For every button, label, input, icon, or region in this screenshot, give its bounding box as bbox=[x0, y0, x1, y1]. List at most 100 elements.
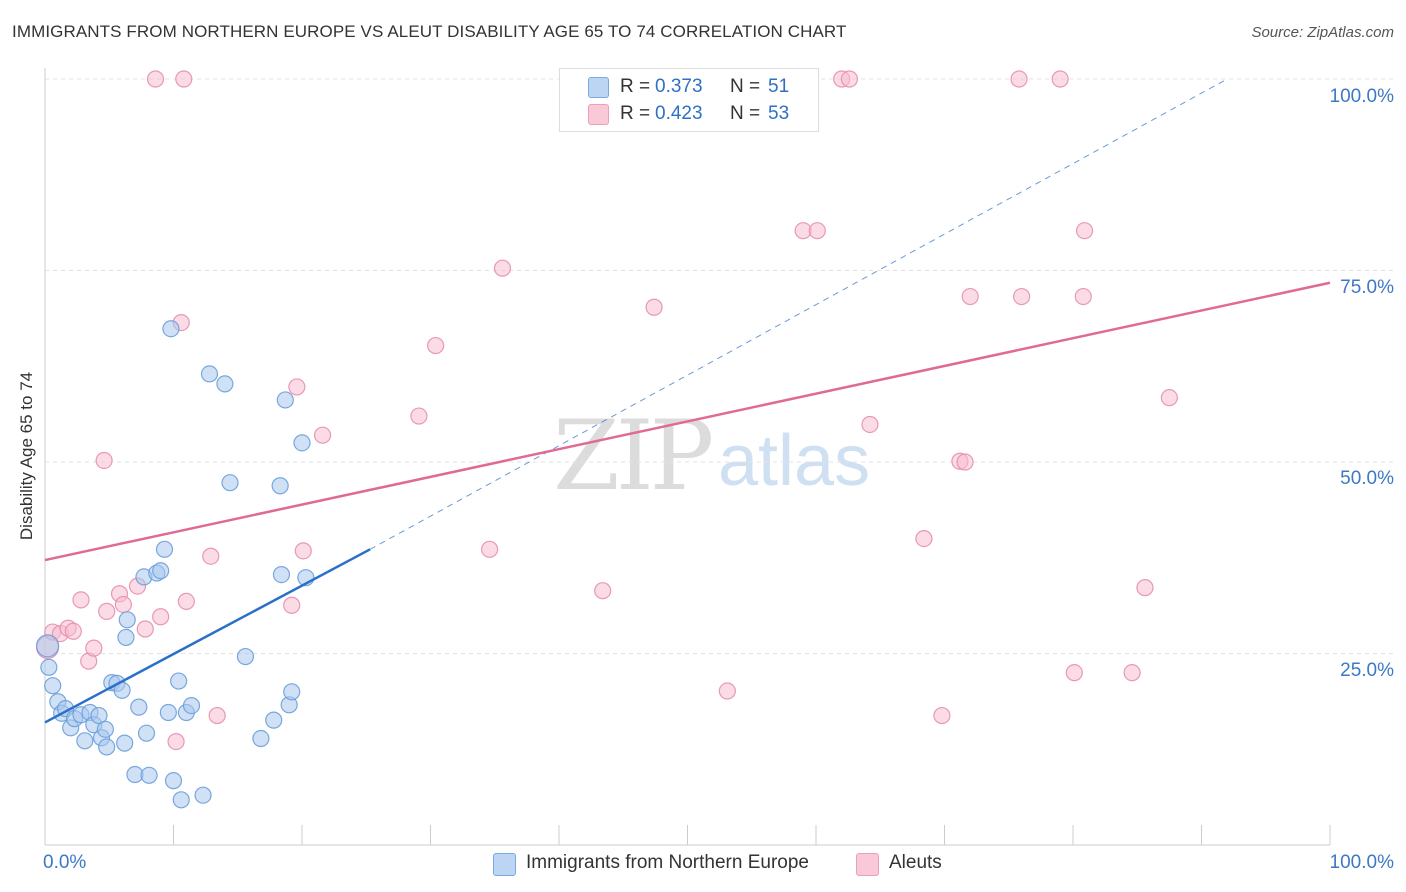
x-tick-min: 0.0% bbox=[43, 852, 87, 873]
immigrants-trend-extension bbox=[369, 78, 1228, 550]
immigrants-point bbox=[35, 634, 60, 658]
aleuts-point bbox=[808, 222, 826, 240]
trend-lines bbox=[44, 78, 1331, 724]
immigrants-trend-line bbox=[44, 548, 371, 724]
correlation-legend: R = 0.373 N = 51 R = 0.423 N = 53 bbox=[559, 68, 819, 132]
y-tick-25: 25.0% bbox=[1340, 660, 1394, 681]
aleuts-point bbox=[313, 426, 332, 444]
immigrants-point bbox=[96, 720, 114, 738]
immigrants-point bbox=[194, 786, 212, 804]
aleuts-point bbox=[288, 378, 306, 396]
aleuts-point bbox=[840, 70, 859, 88]
immigrants-point bbox=[271, 477, 289, 495]
immigrants-point bbox=[76, 732, 94, 750]
legend-n-value: 53 bbox=[768, 103, 790, 124]
aleuts-point bbox=[427, 336, 445, 355]
legend-swatch-pink bbox=[588, 104, 609, 125]
aleuts-point bbox=[1012, 287, 1031, 306]
immigrants-point bbox=[272, 566, 291, 584]
aleuts-point bbox=[283, 596, 301, 614]
watermark-atlas: atlas bbox=[718, 421, 871, 501]
aleuts-point bbox=[956, 453, 974, 471]
aleuts-point bbox=[152, 608, 170, 626]
aleuts-point bbox=[175, 70, 193, 88]
y-tick-50: 50.0% bbox=[1340, 468, 1394, 489]
aleuts-point bbox=[493, 259, 512, 277]
aleuts-point bbox=[202, 547, 220, 565]
aleuts-point bbox=[167, 732, 185, 751]
aleuts-point bbox=[98, 602, 116, 620]
aleuts-points bbox=[35, 70, 1178, 751]
aleuts-point bbox=[1065, 664, 1083, 682]
aleuts-point bbox=[1075, 222, 1094, 240]
aleuts-trend-line bbox=[44, 281, 1331, 562]
immigrants-point bbox=[216, 375, 234, 393]
aleuts-point bbox=[208, 706, 226, 725]
immigrants-points bbox=[35, 320, 315, 809]
immigrants-point bbox=[252, 729, 270, 748]
x-tick-max: 100.0% bbox=[1329, 852, 1394, 873]
bottom-legend-label: Immigrants from Northern Europe bbox=[526, 852, 809, 873]
legend-swatch-blue bbox=[588, 77, 609, 98]
immigrants-point bbox=[152, 562, 170, 580]
immigrants-point bbox=[130, 698, 148, 716]
immigrants-point bbox=[200, 365, 219, 383]
aleuts-point bbox=[481, 540, 499, 558]
legend-r-value: 0.373 bbox=[655, 76, 703, 97]
aleuts-point bbox=[114, 595, 132, 614]
aleuts-point bbox=[410, 407, 428, 425]
source-credit: Source: ZipAtlas.com bbox=[1251, 24, 1394, 41]
aleuts-point bbox=[933, 706, 951, 725]
legend-n-label: N = bbox=[730, 76, 761, 97]
immigrants-point bbox=[155, 540, 174, 558]
immigrants-point bbox=[116, 734, 134, 752]
aleuts-point bbox=[1160, 389, 1178, 407]
immigrants-point bbox=[283, 683, 301, 701]
axes bbox=[44, 68, 1331, 846]
immigrants-point bbox=[276, 391, 294, 409]
immigrants-point bbox=[118, 611, 136, 629]
aleuts-point bbox=[146, 70, 165, 88]
aleuts-point bbox=[961, 287, 979, 306]
aleuts-point bbox=[177, 592, 195, 611]
aleuts-point bbox=[1123, 664, 1141, 682]
aleuts-point bbox=[1074, 287, 1092, 306]
legend-r-value: 0.423 bbox=[655, 103, 703, 124]
legend-r-label: R = bbox=[620, 103, 651, 124]
aleuts-point bbox=[915, 529, 933, 548]
aleuts-point bbox=[95, 451, 113, 470]
y-tick-75: 75.0% bbox=[1340, 277, 1394, 298]
immigrants-point bbox=[40, 658, 58, 676]
immigrants-point bbox=[293, 434, 311, 452]
legend-n-label: N = bbox=[730, 103, 761, 124]
aleuts-point bbox=[64, 622, 82, 640]
immigrants-point bbox=[44, 677, 62, 695]
immigrants-point bbox=[90, 706, 108, 725]
legend-r-label: R = bbox=[620, 76, 651, 97]
y-axis-label: Disability Age 65 to 74 bbox=[17, 371, 36, 541]
immigrants-point bbox=[137, 724, 156, 742]
legend-n-value: 51 bbox=[768, 76, 790, 97]
immigrants-point bbox=[162, 320, 180, 338]
aleuts-point bbox=[294, 542, 312, 560]
watermark-zip: ZIP bbox=[553, 400, 714, 512]
grid-lines bbox=[45, 78, 1394, 654]
chart-title: IMMIGRANTS FROM NORTHERN EUROPE VS ALEUT… bbox=[12, 22, 847, 41]
immigrants-point bbox=[140, 766, 158, 784]
immigrants-point bbox=[159, 703, 177, 722]
immigrants-point bbox=[117, 628, 135, 647]
aleuts-point bbox=[861, 415, 879, 434]
aleuts-point bbox=[645, 298, 663, 316]
immigrants-point bbox=[265, 711, 283, 729]
aleuts-point bbox=[1010, 70, 1028, 88]
legend-row-aleuts: R = 0.423 N = 53 bbox=[560, 101, 818, 127]
aleuts-point bbox=[594, 582, 612, 600]
aleuts-point bbox=[718, 682, 736, 700]
aleuts-point bbox=[136, 620, 154, 638]
aleuts-point bbox=[72, 591, 90, 609]
aleuts-point bbox=[85, 639, 103, 657]
immigrants-point bbox=[98, 738, 116, 756]
bottom-legend-swatch-blue bbox=[493, 853, 516, 876]
immigrants-point bbox=[221, 474, 239, 492]
